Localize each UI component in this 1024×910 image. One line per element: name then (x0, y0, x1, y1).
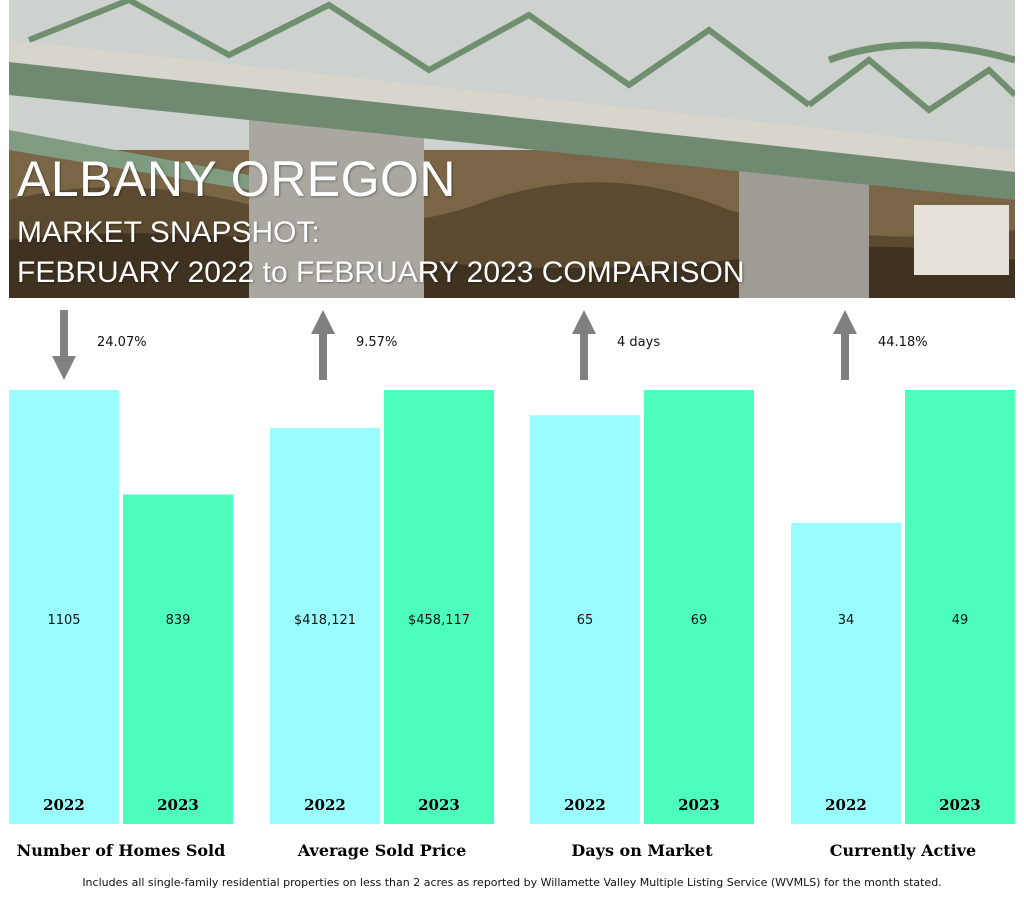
bar-average-sold-price-2022 (270, 427, 380, 824)
series-label-average-sold-price-2022: 2022 (304, 796, 346, 814)
series-label-currently-active-2023: 2023 (939, 796, 981, 814)
data-label-number-of-homes-sold-2022: 1105 (47, 613, 80, 628)
subtitle-line-2: FEBRUARY 2022 to FEBRUARY 2023 COMPARISO… (17, 256, 745, 289)
change-arrow-up-icon (833, 310, 857, 380)
change-label-days-on-market: 4 days (617, 335, 660, 350)
comparison-bar-chart: 1105 2022 839 2023 Number of Homes Sold 24.07… (9, 310, 1015, 860)
series-label-average-sold-price-2023: 2023 (418, 796, 460, 814)
header-banner: ALBANY OREGON MARKET SNAPSHOT: FEBRUARY … (9, 0, 1015, 298)
bar-days-on-market-2023 (644, 390, 754, 824)
data-label-days-on-market-2023: 69 (691, 613, 708, 628)
series-label-currently-active-2022: 2022 (825, 796, 867, 814)
data-label-currently-active-2023: 49 (952, 613, 969, 628)
series-label-days-on-market-2023: 2023 (678, 796, 720, 814)
change-arrow-up-icon (572, 310, 596, 380)
data-label-average-sold-price-2022: $418,121 (294, 613, 356, 628)
change-label-number-of-homes-sold: 24.07% (97, 335, 147, 350)
data-label-days-on-market-2022: 65 (577, 613, 594, 628)
data-label-number-of-homes-sold-2023: 839 (166, 613, 191, 628)
data-label-currently-active-2022: 34 (838, 613, 855, 628)
series-label-number-of-homes-sold-2022: 2022 (43, 796, 85, 814)
bar-days-on-market-2022 (530, 415, 640, 824)
bar-number-of-homes-sold-2023 (123, 494, 233, 824)
change-label-currently-active: 44.18% (878, 335, 928, 350)
category-label-average-sold-price: Average Sold Price (297, 841, 467, 860)
category-label-currently-active: Currently Active (830, 841, 976, 860)
bar-number-of-homes-sold-2022 (9, 390, 119, 824)
bar-average-sold-price-2023 (384, 390, 494, 824)
series-label-number-of-homes-sold-2023: 2023 (157, 796, 199, 814)
category-label-days-on-market: Days on Market (571, 841, 713, 860)
series-label-days-on-market-2022: 2022 (564, 796, 606, 814)
change-label-average-sold-price: 9.57% (356, 335, 397, 350)
bar-currently-active-2022 (791, 522, 901, 824)
bar-currently-active-2023 (905, 390, 1015, 824)
data-label-average-sold-price-2023: $458,117 (408, 613, 470, 628)
change-arrow-down-icon (52, 310, 76, 380)
change-arrow-up-icon (311, 310, 335, 380)
subtitle-line-1: MARKET SNAPSHOT: (17, 216, 320, 249)
category-label-number-of-homes-sold: Number of Homes Sold (17, 841, 226, 860)
bridge-photo (9, 0, 1015, 298)
page-title: ALBANY OREGON (17, 151, 457, 207)
footnote: Includes all single-family residential p… (82, 876, 942, 889)
